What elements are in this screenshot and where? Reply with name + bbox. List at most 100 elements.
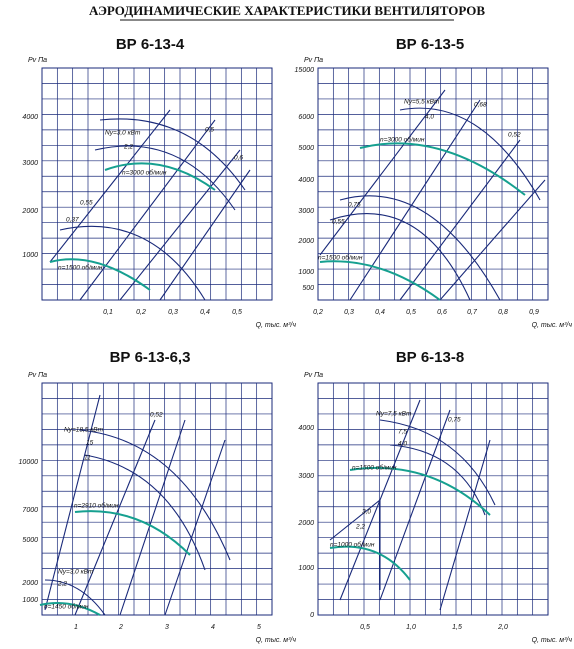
- x-tick-label: 2,0: [497, 624, 508, 631]
- x-tick-label: 1,0: [406, 624, 416, 631]
- x-tick-label: 1,5: [452, 624, 462, 631]
- x-tick-label: 0,5: [406, 309, 416, 316]
- x-tick-label: 0,1: [103, 309, 113, 316]
- y-tick-label: 6000: [298, 114, 314, 121]
- x-tick-label: 0,6: [437, 309, 447, 316]
- y-tick-label: 2000: [297, 520, 314, 527]
- curve-label: n=1500 об/мин: [318, 254, 363, 262]
- curve-label: 0,75: [348, 202, 361, 209]
- y-tick-label: 1000: [22, 252, 38, 259]
- curve-label: 0,5: [205, 127, 214, 134]
- y-tick-label: 4000: [22, 114, 38, 121]
- curve-label: 0,75: [448, 417, 461, 424]
- curve-label: n=1450 об/мин: [44, 603, 89, 611]
- curve-label: 0,55: [80, 200, 93, 207]
- curve-label: 15: [86, 440, 94, 447]
- curve-label: n=1500 об/мин: [352, 464, 397, 472]
- curve-label: 0,52: [150, 412, 163, 419]
- curve-label: Ny=18,5 кВт: [64, 427, 104, 434]
- x-tick-label: 0,8: [498, 309, 508, 316]
- y-tick-label: 2000: [21, 208, 38, 215]
- x-tick-label: 3: [165, 624, 169, 631]
- y-tick-label: 3000: [298, 473, 314, 480]
- x-tick-label: 0,9: [529, 309, 539, 316]
- x-axis-label: Q, тыс. м³/ч: [532, 322, 573, 329]
- panel-title: ВР 6-13-8: [396, 349, 464, 366]
- x-tick-label: 0,3: [168, 309, 178, 316]
- panel-title: ВР 6-13-4: [116, 36, 185, 53]
- y-tick-label: 7000: [22, 507, 38, 514]
- x-tick-label: 4: [211, 624, 215, 631]
- y-tick-label: 10000: [19, 459, 39, 466]
- curve-label: n=1000 об/мин: [330, 541, 375, 549]
- curve-label: 0,68: [474, 102, 487, 109]
- curve-label: n=1500 об/мин: [58, 264, 103, 272]
- curve-label: 0,52: [508, 132, 521, 139]
- curve-label: 11: [84, 455, 91, 462]
- x-axis-label: Q, тыс. м³/ч: [532, 637, 573, 644]
- curve-label: n=3000 об/мин: [380, 136, 425, 144]
- curve: [39, 510, 191, 616]
- x-axis-label: Q, тыс. м³/ч: [256, 322, 297, 329]
- curve: [329, 399, 496, 611]
- curve-label: 7,5: [398, 429, 407, 436]
- plot-frame: [41, 67, 273, 301]
- curve-label: 2,2: [355, 524, 365, 531]
- y-tick-label: 1000: [298, 269, 314, 276]
- y-tick-label: 3000: [22, 160, 38, 167]
- y-axis-label: Pv Па: [28, 372, 47, 379]
- x-tick-label: 0,5: [360, 624, 370, 631]
- y-tick-label: 2000: [21, 580, 38, 587]
- curve-label: 3,0: [362, 509, 371, 516]
- curve-label: Ny=3,0 кВт: [58, 569, 94, 576]
- curve-label: 4,0: [425, 114, 434, 121]
- y-tick-label: 4000: [298, 177, 314, 184]
- curve-label: n=2910 об/мин: [74, 502, 119, 510]
- x-tick-label: 0,2: [136, 309, 146, 316]
- curve: [49, 162, 216, 291]
- curve-label: n=3000 об/мин: [122, 169, 167, 177]
- y-tick-label: 15000: [295, 67, 315, 74]
- plot-frame: [317, 382, 549, 616]
- curve-label: 2,2: [57, 581, 67, 588]
- panel-title: ВР 6-13-5: [396, 36, 464, 53]
- y-tick-label: 500: [302, 285, 314, 292]
- curve-label: Ny=3,0 кВт: [105, 130, 141, 137]
- y-tick-label: 0: [310, 612, 314, 619]
- x-tick-label: 5: [257, 624, 261, 631]
- curve: [319, 142, 526, 301]
- x-tick-label: 0,4: [375, 309, 385, 316]
- y-tick-label: 5000: [298, 145, 314, 152]
- curve-label: Ny=5,5 кВт: [404, 99, 440, 106]
- curves: Ny=3,0 кВт 2,2 n=3000 об/мин 0,55 0,37 n=1500…: [39, 89, 546, 616]
- x-tick-label: 0,3: [344, 309, 354, 316]
- x-axis-label: Q, тыс. м³/ч: [256, 637, 297, 644]
- curve-label: 0,6: [234, 155, 243, 162]
- x-tick-label: 1: [74, 624, 78, 631]
- curve-label: Ny=7,5 кВт: [376, 411, 412, 418]
- y-axis-label: Pv Па: [304, 57, 323, 64]
- curve: [329, 466, 491, 581]
- y-tick-label: 1000: [22, 597, 38, 604]
- curve-label: 2,2: [123, 144, 133, 151]
- plot-frame: [41, 382, 273, 616]
- y-tick-label: 4000: [298, 425, 314, 432]
- curve: [49, 109, 251, 301]
- x-tick-label: 0,7: [467, 309, 478, 316]
- x-tick-label: 0,2: [313, 309, 323, 316]
- curve-label: 4,0: [398, 441, 407, 448]
- curve: [319, 89, 546, 301]
- curve: [44, 394, 231, 616]
- x-tick-label: 0,4: [200, 309, 210, 316]
- panel-title: ВР 6-13-6,3: [110, 349, 191, 366]
- y-tick-label: 5000: [22, 537, 38, 544]
- y-tick-label: 3000: [298, 208, 314, 215]
- y-axis-label: Pv Па: [304, 372, 323, 379]
- curve-label: 0,37: [66, 217, 79, 224]
- plot-frame: [317, 67, 549, 301]
- page-title: АЭРОДИНАМИЧЕСКИЕ ХАРАКТЕРИСТИКИ ВЕНТИЛЯТ…: [89, 3, 485, 18]
- y-tick-label: 1000: [298, 565, 314, 572]
- x-tick-label: 2: [118, 624, 123, 631]
- x-tick-label: 0,5: [232, 309, 242, 316]
